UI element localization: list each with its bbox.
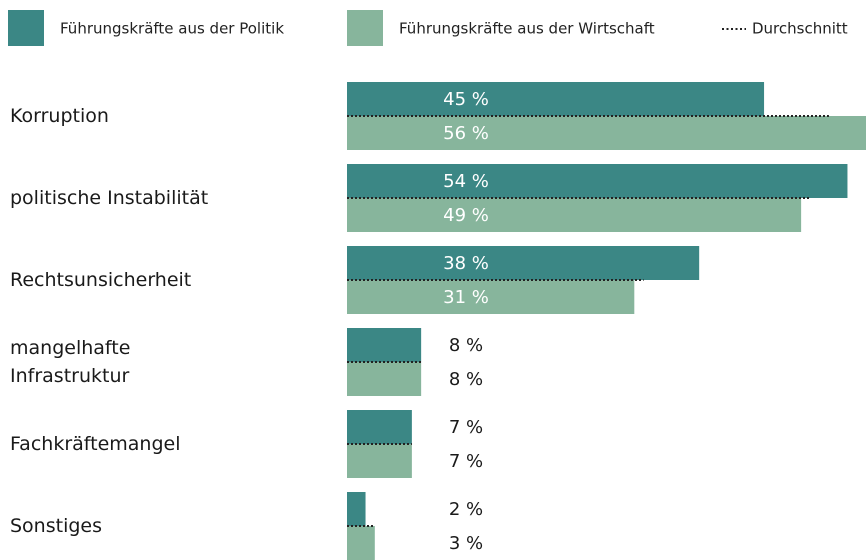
value-label: 54 % [443, 171, 489, 192]
value-label: 31 % [443, 287, 489, 308]
value-label: 8 % [449, 335, 483, 356]
bar [347, 444, 412, 478]
category-label: Rechtsunsicherheit [10, 269, 192, 291]
value-label: 8 % [449, 369, 483, 390]
category-label: Sonstiges [10, 515, 103, 537]
value-label: 56 % [443, 123, 489, 144]
category-label: mangelhafte Infrastruktur [10, 337, 131, 387]
bar [347, 246, 700, 280]
value-label: 45 % [443, 89, 489, 110]
bar [347, 82, 765, 116]
category-label: politische Instabilität [10, 187, 209, 209]
category-label: Fachkräftemangel [10, 433, 181, 455]
bar [347, 328, 422, 362]
value-label: 2 % [449, 499, 483, 520]
bar [347, 410, 412, 444]
value-label: 7 % [449, 451, 483, 472]
category-label: Korruption [10, 105, 109, 127]
legend-label: Durchschnitt [752, 20, 848, 38]
legend-label: Führungskräfte aus der Politik [60, 20, 284, 38]
bar [347, 198, 802, 232]
bar [347, 116, 866, 150]
legend-swatch [8, 10, 44, 46]
legend-label: Führungskräfte aus der Wirtschaft [399, 20, 655, 38]
bar [347, 164, 848, 198]
bar [347, 280, 635, 314]
value-label: 49 % [443, 205, 489, 226]
bar [347, 526, 375, 560]
value-label: 7 % [449, 417, 483, 438]
bar [347, 492, 366, 526]
value-label: 3 % [449, 533, 483, 554]
bar [347, 362, 422, 396]
value-label: 38 % [443, 253, 489, 274]
legend-swatch [347, 10, 383, 46]
